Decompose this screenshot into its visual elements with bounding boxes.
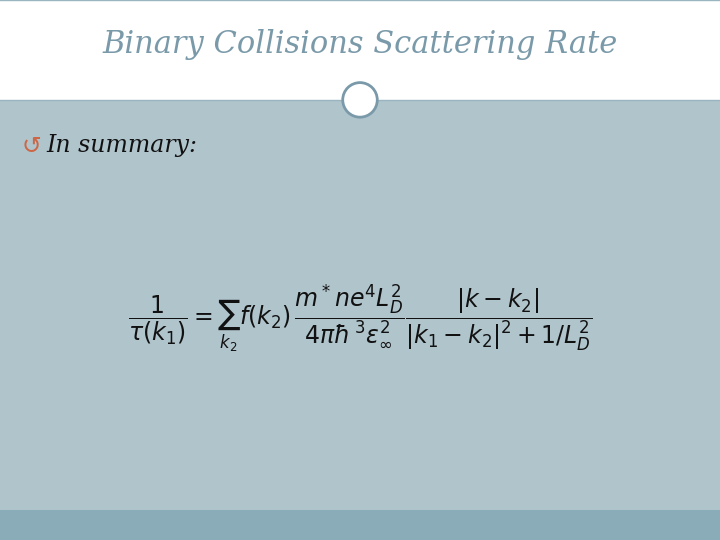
Text: $\dfrac{1}{\tau(k_1)} = \sum_{k_2} f(k_2)\,\dfrac{m^* n e^4 L_D^2}{4\pi\hbar^{\,: $\dfrac{1}{\tau(k_1)} = \sum_{k_2} f(k_2…: [128, 282, 592, 355]
Text: Binary Collisions Scattering Rate: Binary Collisions Scattering Rate: [102, 29, 618, 60]
Bar: [0, 510, 720, 540]
Ellipse shape: [343, 83, 377, 117]
Bar: [0, 100, 720, 510]
Text: In summary:: In summary:: [47, 134, 198, 157]
Text: ↺: ↺: [22, 134, 41, 158]
Bar: [0, 0, 720, 100]
